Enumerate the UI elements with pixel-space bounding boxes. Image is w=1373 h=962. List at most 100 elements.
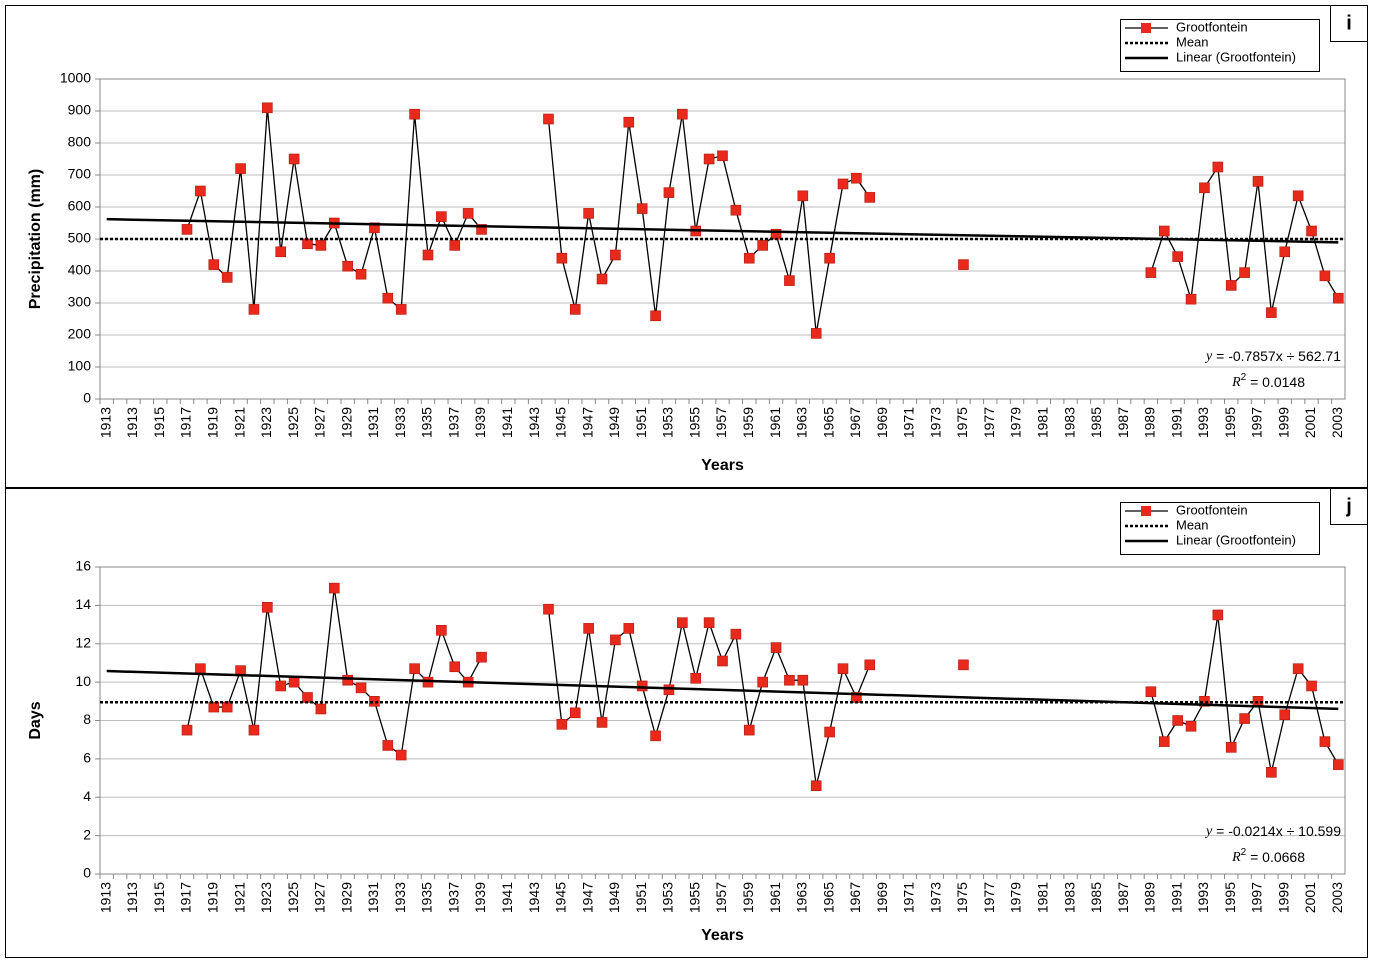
x-tick-label: 1961 (767, 882, 783, 913)
data-point (1292, 190, 1304, 202)
legend-label: Mean (1176, 34, 1209, 49)
data-point (958, 259, 969, 270)
data-point (382, 292, 394, 304)
data-point (275, 680, 287, 692)
x-tick-label: 1919 (204, 882, 220, 913)
r2-symbol: R (1231, 850, 1241, 865)
data-point (730, 204, 742, 216)
x-tick-label: 1933 (392, 407, 408, 438)
data-point (181, 224, 193, 235)
data-point (1212, 609, 1224, 621)
x-tick-label: 2003 (1329, 882, 1345, 913)
x-tick-label: 1945 (553, 882, 569, 913)
x-tick-label: 1991 (1168, 882, 1184, 913)
data-point (864, 192, 876, 203)
y-tick-label: 500 (68, 230, 92, 246)
x-tick-label: 1913 (97, 407, 113, 438)
x-tick-label: 1923 (258, 882, 274, 913)
x-tick-label: 1955 (686, 882, 702, 913)
x-tick-label: 1993 (1195, 882, 1211, 913)
data-point (1292, 663, 1304, 674)
x-tick-label: 1967 (847, 882, 863, 913)
data-point (462, 208, 474, 219)
data-point (288, 153, 300, 165)
legend-label: Linear (Grootfontein) (1176, 49, 1296, 64)
x-tick-label: 1937 (445, 882, 461, 913)
data-point (1199, 182, 1210, 194)
x-tick-label: 1919 (204, 407, 220, 438)
data-line (547, 114, 871, 334)
x-tick-label: 1981 (1034, 882, 1050, 913)
x-tick-label: 1917 (178, 882, 194, 913)
x-tick-label: 2003 (1329, 407, 1345, 438)
data-point (342, 260, 353, 272)
x-tick-label: 1973 (927, 407, 943, 438)
data-point (543, 113, 554, 125)
x-tick-label: 1929 (338, 407, 354, 438)
data-point (395, 304, 407, 315)
x-tick-label: 1915 (151, 407, 167, 438)
data-point (1145, 686, 1157, 698)
trend-line (106, 217, 1339, 244)
x-tick-label: 1913 (97, 882, 113, 913)
data-point (476, 224, 487, 235)
y-tick-label: 700 (68, 166, 92, 182)
data-point (837, 663, 849, 674)
x-tick-label: 1915 (151, 882, 167, 913)
data-point (1306, 225, 1317, 237)
legend-frame (1120, 19, 1320, 72)
data-point (1185, 720, 1197, 732)
x-tick-label: 1949 (606, 882, 622, 913)
data-point (1212, 161, 1224, 173)
x-tick-label: 1985 (1088, 882, 1104, 913)
data-point (1199, 696, 1210, 707)
x-tick-label: 1973 (927, 882, 943, 913)
data-point (302, 692, 313, 703)
data-point (610, 634, 621, 646)
data-point (677, 617, 688, 628)
x-tick-label: 1953 (660, 407, 676, 438)
x-tick-label: 1935 (419, 882, 435, 913)
equation-text: = -0.0214x ÷ 10.599 (1212, 823, 1341, 839)
r2-symbol: R (1231, 375, 1241, 390)
y-tick-label: 8 (83, 711, 91, 727)
x-tick-label: 1939 (472, 407, 488, 438)
data-point (596, 273, 608, 285)
x-tick-label: 1979 (1008, 407, 1024, 438)
plot-frame (99, 566, 1346, 875)
x-tick-label: 1989 (1142, 882, 1158, 913)
panel-tag-box (1330, 5, 1368, 42)
x-tick-label: 1981 (1034, 407, 1050, 438)
data-point (422, 249, 434, 261)
data-point (810, 780, 822, 792)
x-tick-label: 1983 (1061, 882, 1077, 913)
data-point (1319, 736, 1331, 747)
data-point (797, 674, 809, 686)
x-tick-label: 1953 (660, 882, 676, 913)
data-point (342, 674, 353, 686)
data-point (1319, 270, 1331, 282)
x-tick-label: 1947 (579, 407, 595, 438)
panel-tag: i (1346, 12, 1352, 34)
data-point (958, 659, 969, 671)
data-point (636, 680, 648, 692)
panel-frame (5, 488, 1368, 958)
x-tick-label: 1963 (794, 882, 810, 913)
data-point (181, 724, 193, 736)
x-tick-label: 1999 (1275, 407, 1291, 438)
x-tick-label: 1997 (1249, 882, 1265, 913)
x-tick-label: 1995 (1222, 407, 1238, 438)
data-point (623, 116, 635, 128)
data-point (1266, 767, 1277, 778)
x-tick-label: 1925 (285, 407, 301, 438)
x-tick-label: 1917 (178, 407, 194, 438)
x-tick-label: 2001 (1302, 407, 1318, 438)
data-point (395, 749, 407, 761)
data-point (436, 625, 447, 636)
data-line (1150, 614, 1339, 773)
x-tick-label: 1945 (553, 407, 569, 438)
data-point (569, 304, 581, 315)
r2-exponent: 2 (1241, 372, 1247, 383)
y-tick-label: 14 (75, 596, 91, 612)
data-point (355, 682, 367, 694)
